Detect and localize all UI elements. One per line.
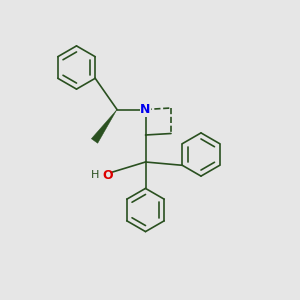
Polygon shape xyxy=(91,110,117,143)
Text: N: N xyxy=(140,103,151,116)
Text: O: O xyxy=(103,169,113,182)
Text: H: H xyxy=(91,169,99,180)
